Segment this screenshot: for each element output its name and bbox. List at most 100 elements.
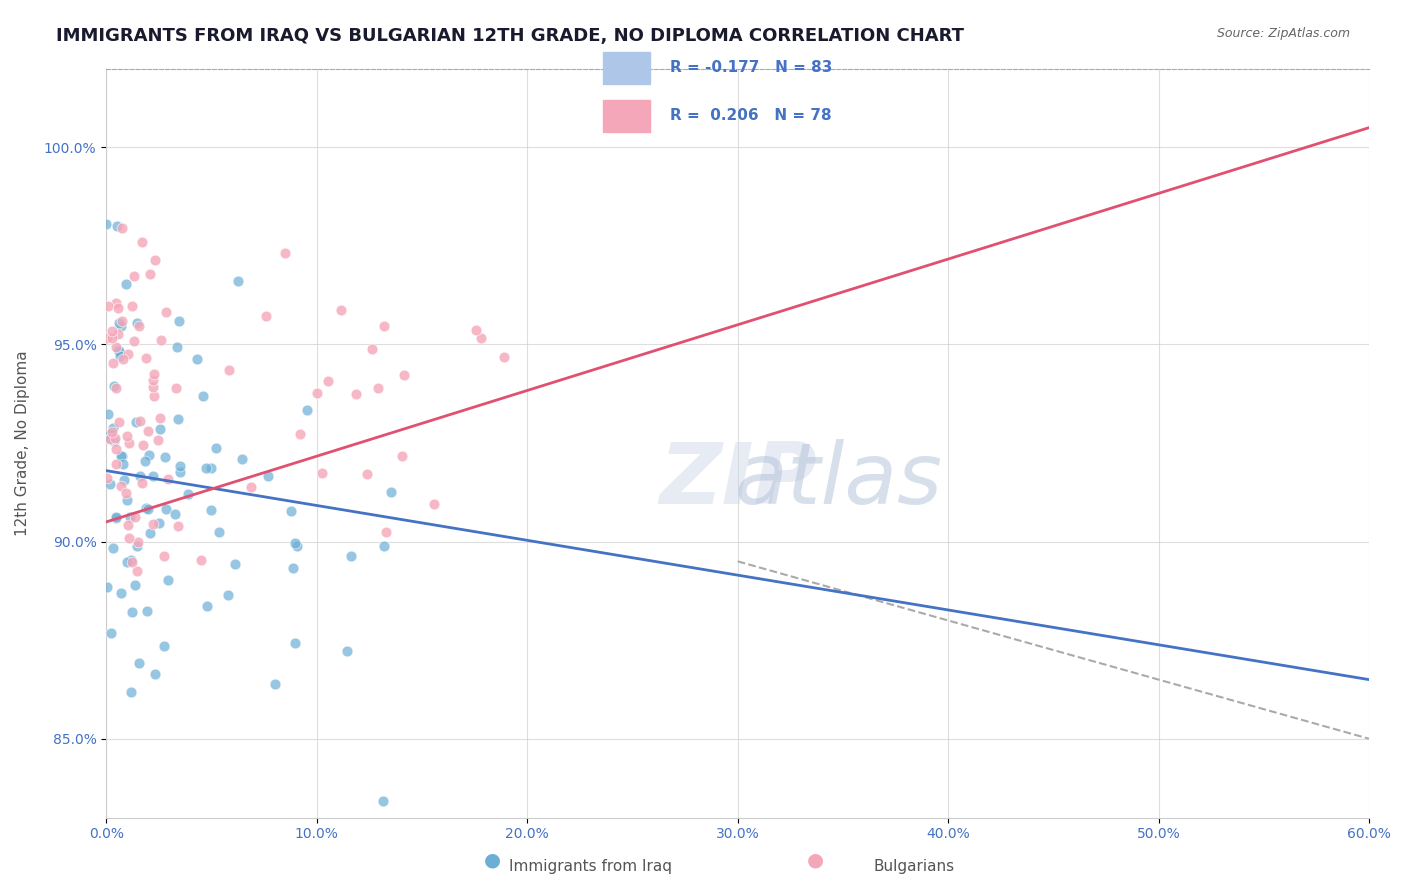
- Point: [105, 219, 128, 233]
- Point: [191, 389, 214, 403]
- Point: [142, 517, 165, 532]
- Point: [117, 346, 139, 360]
- Text: ●: ●: [484, 851, 501, 870]
- Point: [367, 381, 389, 395]
- Point: [96, 580, 118, 594]
- Point: [110, 478, 132, 492]
- Point: [167, 518, 190, 533]
- Point: [111, 220, 134, 235]
- Point: [155, 501, 177, 516]
- Point: [136, 501, 159, 516]
- Point: [96, 331, 118, 345]
- Point: [127, 535, 149, 549]
- Point: [155, 305, 177, 319]
- Point: [111, 314, 134, 328]
- Point: [149, 422, 172, 436]
- Point: [165, 382, 187, 396]
- Point: [118, 531, 141, 545]
- Point: [307, 386, 329, 401]
- Point: [492, 350, 515, 364]
- Point: [156, 472, 179, 486]
- Point: [134, 454, 156, 468]
- Point: [336, 643, 359, 657]
- Point: [115, 493, 138, 508]
- Point: [107, 327, 129, 342]
- Point: [139, 526, 162, 541]
- Point: [166, 340, 188, 354]
- Point: [125, 539, 148, 553]
- Point: [344, 386, 367, 401]
- Point: [101, 331, 124, 345]
- Point: [108, 344, 131, 359]
- Point: [224, 557, 246, 571]
- Point: [115, 555, 138, 569]
- Point: [108, 415, 131, 429]
- Point: [111, 351, 134, 366]
- Point: [128, 319, 150, 334]
- Point: [108, 349, 131, 363]
- Point: [124, 578, 146, 592]
- Point: [281, 561, 304, 575]
- Point: [121, 555, 143, 569]
- Point: [127, 316, 149, 330]
- Point: [104, 381, 127, 395]
- Point: [122, 268, 145, 283]
- Point: [120, 510, 142, 524]
- Point: [146, 433, 169, 447]
- Point: [97, 407, 120, 421]
- Point: [103, 379, 125, 393]
- Text: Bulgarians: Bulgarians: [873, 859, 955, 874]
- Point: [104, 458, 127, 472]
- Point: [200, 460, 222, 475]
- Point: [177, 487, 200, 501]
- Point: [138, 448, 160, 462]
- Point: [105, 442, 128, 456]
- Point: [254, 309, 277, 323]
- Point: [373, 539, 395, 553]
- Point: [204, 441, 226, 455]
- Point: [110, 586, 132, 600]
- Point: [101, 421, 124, 435]
- Text: Source: ZipAtlas.com: Source: ZipAtlas.com: [1216, 27, 1350, 40]
- Point: [169, 458, 191, 473]
- Point: [124, 509, 146, 524]
- Point: [200, 503, 222, 517]
- Point: [142, 469, 165, 483]
- Point: [264, 677, 287, 691]
- Point: [101, 541, 124, 555]
- Point: [101, 356, 124, 370]
- Point: [98, 426, 121, 441]
- Point: [153, 549, 176, 563]
- Bar: [603, 100, 651, 132]
- Point: [375, 525, 398, 540]
- Point: [131, 475, 153, 490]
- Point: [167, 412, 190, 426]
- Point: [114, 486, 136, 500]
- Point: [110, 449, 132, 463]
- Point: [97, 299, 120, 313]
- Point: [129, 414, 152, 428]
- Point: [121, 605, 143, 619]
- Point: [155, 450, 177, 464]
- Point: [135, 351, 157, 365]
- Point: [218, 363, 240, 377]
- Point: [104, 431, 127, 445]
- Point: [110, 318, 132, 333]
- Point: [167, 314, 190, 328]
- Point: [190, 552, 212, 566]
- Point: [139, 267, 162, 281]
- Text: atlas: atlas: [735, 439, 942, 522]
- Point: [217, 588, 239, 602]
- Text: IMMIGRANTS FROM IRAQ VS BULGARIAN 12TH GRADE, NO DIPLOMA CORRELATION CHART: IMMIGRANTS FROM IRAQ VS BULGARIAN 12TH G…: [56, 27, 965, 45]
- Point: [96, 470, 118, 484]
- Point: [284, 536, 307, 550]
- Point: [148, 516, 170, 530]
- Point: [208, 525, 231, 540]
- Point: [107, 316, 129, 330]
- Point: [157, 574, 180, 588]
- Point: [115, 277, 138, 291]
- Point: [96, 218, 118, 232]
- Point: [295, 402, 318, 417]
- Point: [356, 467, 378, 481]
- Point: [135, 500, 157, 515]
